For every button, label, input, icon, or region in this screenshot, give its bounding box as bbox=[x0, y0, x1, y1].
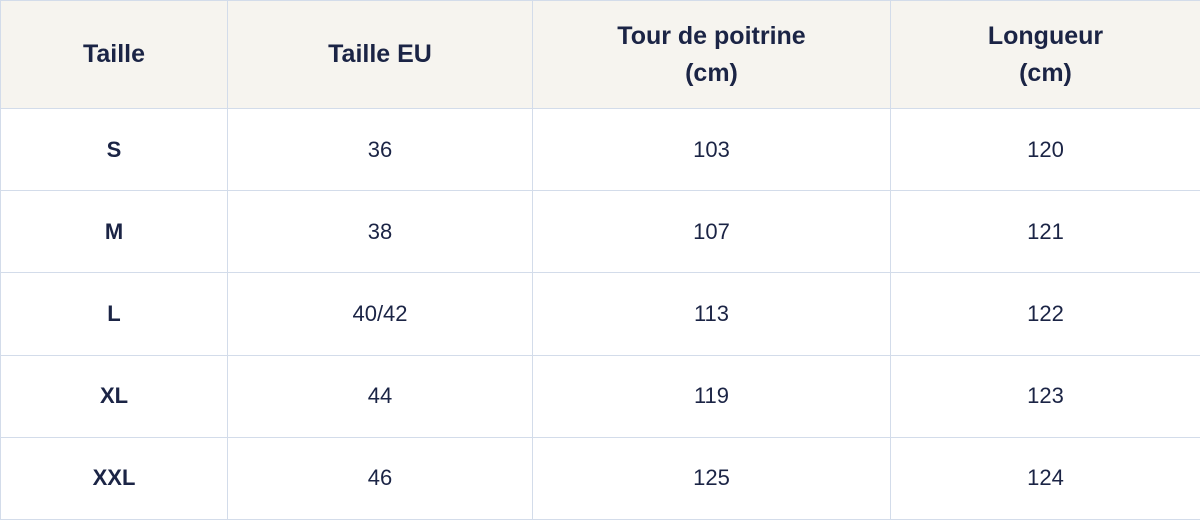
value-cell: 38 bbox=[227, 190, 533, 274]
value-cell: 121 bbox=[890, 190, 1200, 274]
value-cell: 103 bbox=[532, 107, 891, 192]
header-cell: Longueur (cm) bbox=[890, 0, 1200, 109]
table-row: M 38 107 121 bbox=[0, 190, 1200, 274]
size-cell: S bbox=[0, 107, 228, 192]
value-cell: 36 bbox=[227, 107, 533, 192]
size-cell: XL bbox=[0, 354, 228, 438]
header-text: Taille EU bbox=[328, 40, 432, 69]
table-body: S 36 103 120 M 38 107 121 L 40/42 113 122 XL 44 119 123… bbox=[0, 107, 1200, 520]
header-text: Longueur (cm) bbox=[987, 22, 1104, 87]
value-cell: 123 bbox=[890, 354, 1200, 438]
header-text: Taille bbox=[82, 40, 146, 69]
value-cell: 124 bbox=[890, 436, 1200, 520]
table-row: XXL 46 125 124 bbox=[0, 436, 1200, 520]
size-cell: XXL bbox=[0, 436, 228, 520]
table-row: L 40/42 113 122 bbox=[0, 272, 1200, 356]
size-cell: M bbox=[0, 190, 228, 274]
value-cell: 46 bbox=[227, 436, 533, 520]
value-cell: 120 bbox=[890, 107, 1200, 192]
value-cell: 107 bbox=[532, 190, 891, 274]
value-cell: 119 bbox=[532, 354, 891, 438]
value-cell: 122 bbox=[890, 272, 1200, 356]
header-text: Tour de poitrine (cm) bbox=[617, 22, 806, 87]
value-cell: 113 bbox=[532, 272, 891, 356]
header-cell: Taille EU bbox=[227, 0, 533, 109]
size-cell: L bbox=[0, 272, 228, 356]
table-row: XL 44 119 123 bbox=[0, 354, 1200, 438]
header-cell: Tour de poitrine (cm) bbox=[532, 0, 891, 109]
value-cell: 40/42 bbox=[227, 272, 533, 356]
header-cell: Taille bbox=[0, 0, 228, 109]
table-row: S 36 103 120 bbox=[0, 107, 1200, 192]
value-cell: 44 bbox=[227, 354, 533, 438]
value-cell: 125 bbox=[532, 436, 891, 520]
header-row: Taille Taille EU Tour de poitrine (cm) Long… bbox=[0, 0, 1200, 109]
